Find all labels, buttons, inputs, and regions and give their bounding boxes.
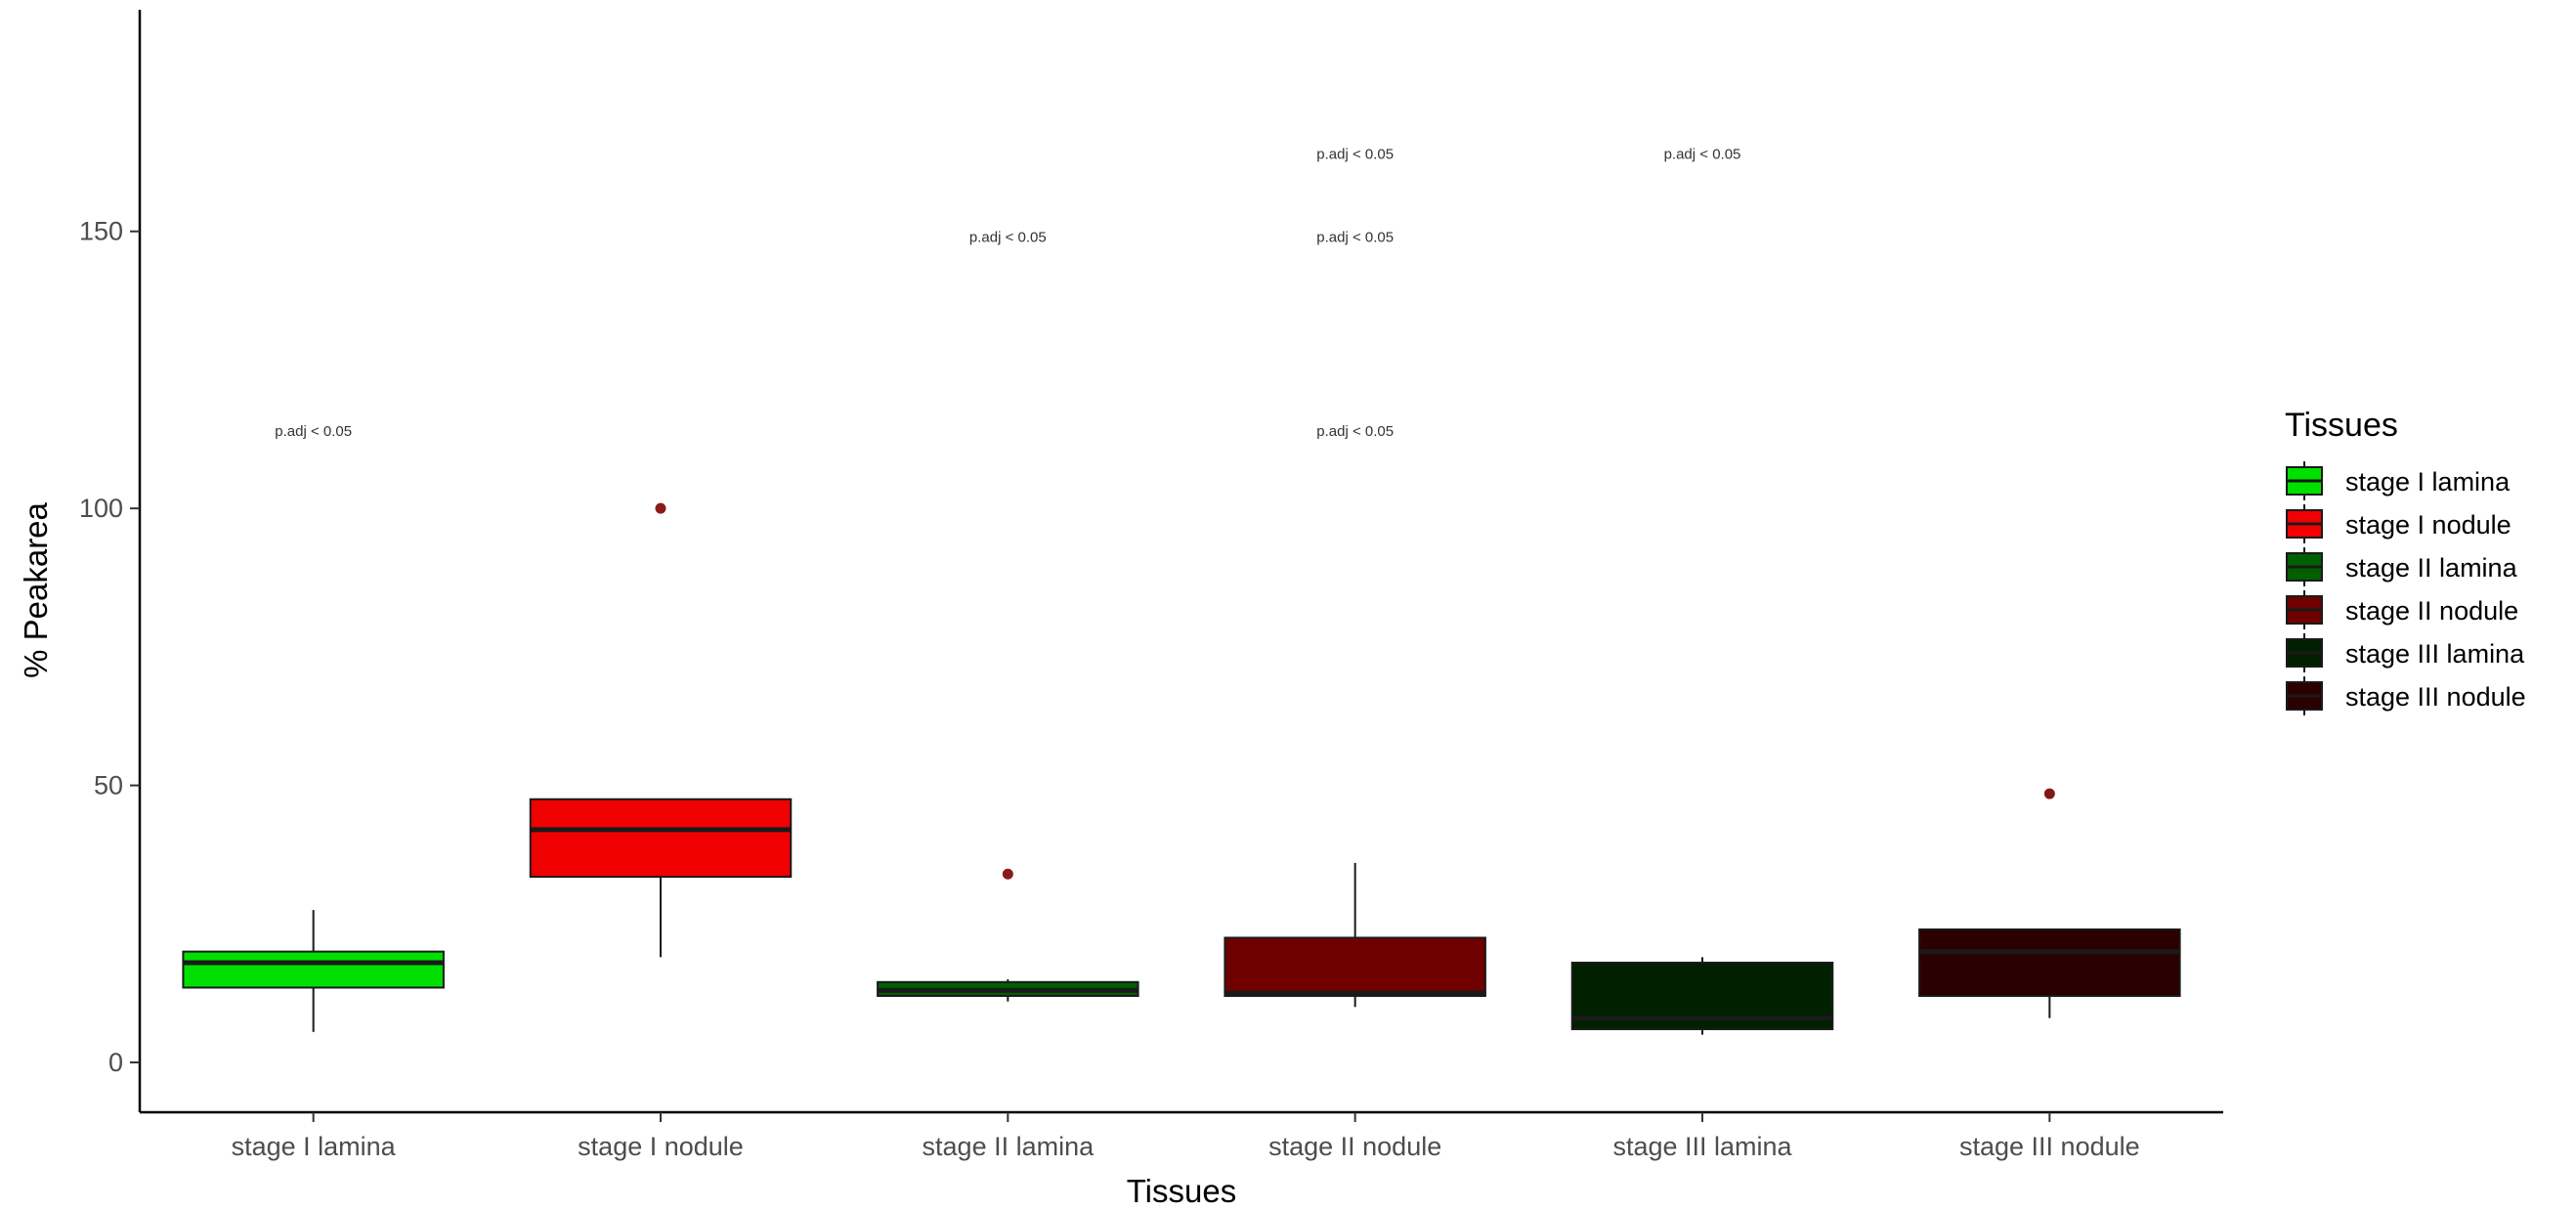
x-tick-label-stage-i-nodule: stage I nodule — [578, 1132, 744, 1161]
legend-item-stage-ii-nodule: stage II nodule — [2286, 590, 2518, 629]
legend-label: stage I lamina — [2345, 467, 2511, 497]
x-tick-label-stage-iii-nodule: stage III nodule — [1959, 1132, 2140, 1161]
outlier-point — [1002, 868, 1013, 880]
box-body — [529, 798, 793, 879]
y-axis-title: % Peakarea — [18, 501, 54, 677]
legend-label: stage II nodule — [2345, 596, 2518, 626]
annotation-label: p.adj < 0.05 — [1316, 423, 1394, 440]
annotation-label: p.adj < 0.05 — [1664, 146, 1741, 162]
annotation-label: p.adj < 0.05 — [275, 423, 352, 440]
legend-label: stage III nodule — [2345, 682, 2526, 712]
x-tick-label-stage-i-lamina: stage I lamina — [232, 1132, 397, 1161]
outlier-point — [655, 502, 666, 514]
x-tick-label-stage-ii-nodule: stage II nodule — [1268, 1132, 1441, 1161]
x-axis-title: Tissues — [1127, 1173, 1236, 1209]
plot-area — [182, 502, 2181, 1035]
y-tick-label: 100 — [79, 494, 123, 523]
box-stage-iii-lamina — [1570, 957, 1834, 1035]
box-stage-ii-lamina — [877, 868, 1139, 1002]
x-axis-ticks: stage I lamina stage I nodule stage II lam… — [232, 1112, 2140, 1161]
x-tick-label-stage-ii-lamina: stage II lamina — [923, 1132, 1095, 1161]
x-tick-label-stage-iii-lamina: stage III lamina — [1612, 1132, 1792, 1161]
box-stage-i-lamina — [182, 910, 445, 1032]
legend-label: stage III lamina — [2345, 639, 2525, 669]
legend-item-stage-i-nodule: stage I nodule — [2286, 504, 2512, 543]
legend-item-stage-ii-lamina: stage II lamina — [2286, 547, 2518, 586]
significance-annotations: p.adj < 0.05 p.adj < 0.05 p.adj < 0.05 p.ad… — [275, 146, 1740, 439]
axes — [138, 10, 2223, 1114]
box-stage-i-nodule — [529, 502, 793, 958]
y-axis-ticks: 0 50 100 150 — [79, 217, 140, 1077]
legend-label: stage I nodule — [2345, 510, 2512, 540]
box-body — [182, 950, 445, 989]
y-tick-label: 0 — [108, 1048, 123, 1077]
box-body — [1224, 936, 1486, 997]
annotation-label: p.adj < 0.05 — [1316, 146, 1394, 162]
box-body — [1918, 928, 2181, 997]
y-tick-label: 50 — [94, 771, 123, 800]
outlier-point — [2043, 788, 2055, 799]
box-stage-ii-nodule — [1224, 862, 1486, 1008]
annotation-label: p.adj < 0.05 — [1316, 229, 1394, 245]
legend-label: stage II lamina — [2345, 553, 2518, 583]
legend-item-stage-iii-lamina: stage III lamina — [2286, 633, 2525, 672]
legend-title: Tissues — [2285, 407, 2398, 444]
legend-item-stage-i-lamina: stage I lamina — [2286, 461, 2511, 500]
legend: Tissues stage I lamina stage I nodule stag… — [2285, 407, 2526, 715]
y-tick-label: 150 — [79, 217, 123, 246]
legend-item-stage-iii-nodule: stage III nodule — [2286, 676, 2526, 715]
annotation-label: p.adj < 0.05 — [969, 229, 1047, 245]
box-stage-iii-nodule — [1918, 788, 2181, 1018]
